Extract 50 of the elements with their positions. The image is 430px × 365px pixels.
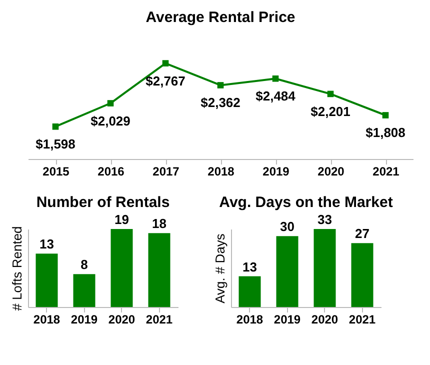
x-tick-label: 2018	[33, 312, 60, 326]
data-label: $2,029	[90, 113, 130, 128]
bar	[238, 276, 261, 307]
data-label: 13	[40, 236, 54, 252]
x-tick-label: 2020	[318, 164, 345, 178]
bar	[36, 254, 58, 307]
chart-title: Avg. Days on the Market	[219, 194, 393, 211]
chart-title: Average Rental Price	[146, 9, 296, 26]
x-tick-label: 2017	[152, 164, 180, 178]
bar	[73, 274, 96, 307]
x-tick-label: 2019	[262, 164, 290, 178]
x-tick-label: 2015	[42, 164, 70, 178]
x-tick-label: 2021	[146, 312, 173, 326]
data-label: 30	[280, 219, 294, 234]
point	[217, 82, 224, 88]
x-tick-label: 2018	[208, 164, 235, 178]
data-label: $1,808	[366, 125, 406, 140]
x-tick-label: 2019	[70, 312, 98, 326]
x-tick-label: 2020	[311, 312, 338, 326]
data-label: 13	[242, 259, 257, 274]
data-label: 33	[318, 212, 332, 227]
point	[327, 90, 334, 98]
bar	[276, 236, 298, 307]
data-label: $2,767	[146, 73, 186, 88]
point	[272, 75, 279, 82]
bar	[351, 243, 374, 307]
x-tick-label: 2021	[348, 312, 376, 326]
data-label: 27	[355, 226, 370, 242]
chart-title: Number of Rentals	[36, 194, 170, 211]
x-tick-label: 2020	[108, 312, 136, 326]
point	[52, 123, 59, 130]
point	[162, 60, 169, 66]
data-label: 18	[152, 216, 166, 232]
y-axis-title: Avg. # Days	[212, 233, 228, 304]
x-tick-label: 2021	[372, 164, 400, 178]
x-tick-label: 2016	[98, 164, 125, 178]
bar	[148, 233, 170, 307]
data-label: $1,598	[36, 136, 76, 152]
data-label: $2,362	[200, 95, 240, 110]
data-label: 19	[114, 212, 129, 227]
data-label: $2,201	[310, 104, 350, 119]
data-label: 8	[80, 257, 88, 272]
x-tick-label: 2019	[274, 312, 301, 326]
data-label: $2,484	[256, 88, 296, 104]
point	[382, 112, 389, 118]
bar	[314, 229, 336, 307]
point	[107, 100, 114, 106]
y-axis-title: # Lofts Rented	[10, 226, 24, 311]
bar	[110, 229, 133, 307]
x-tick-label: 2018	[236, 312, 264, 326]
